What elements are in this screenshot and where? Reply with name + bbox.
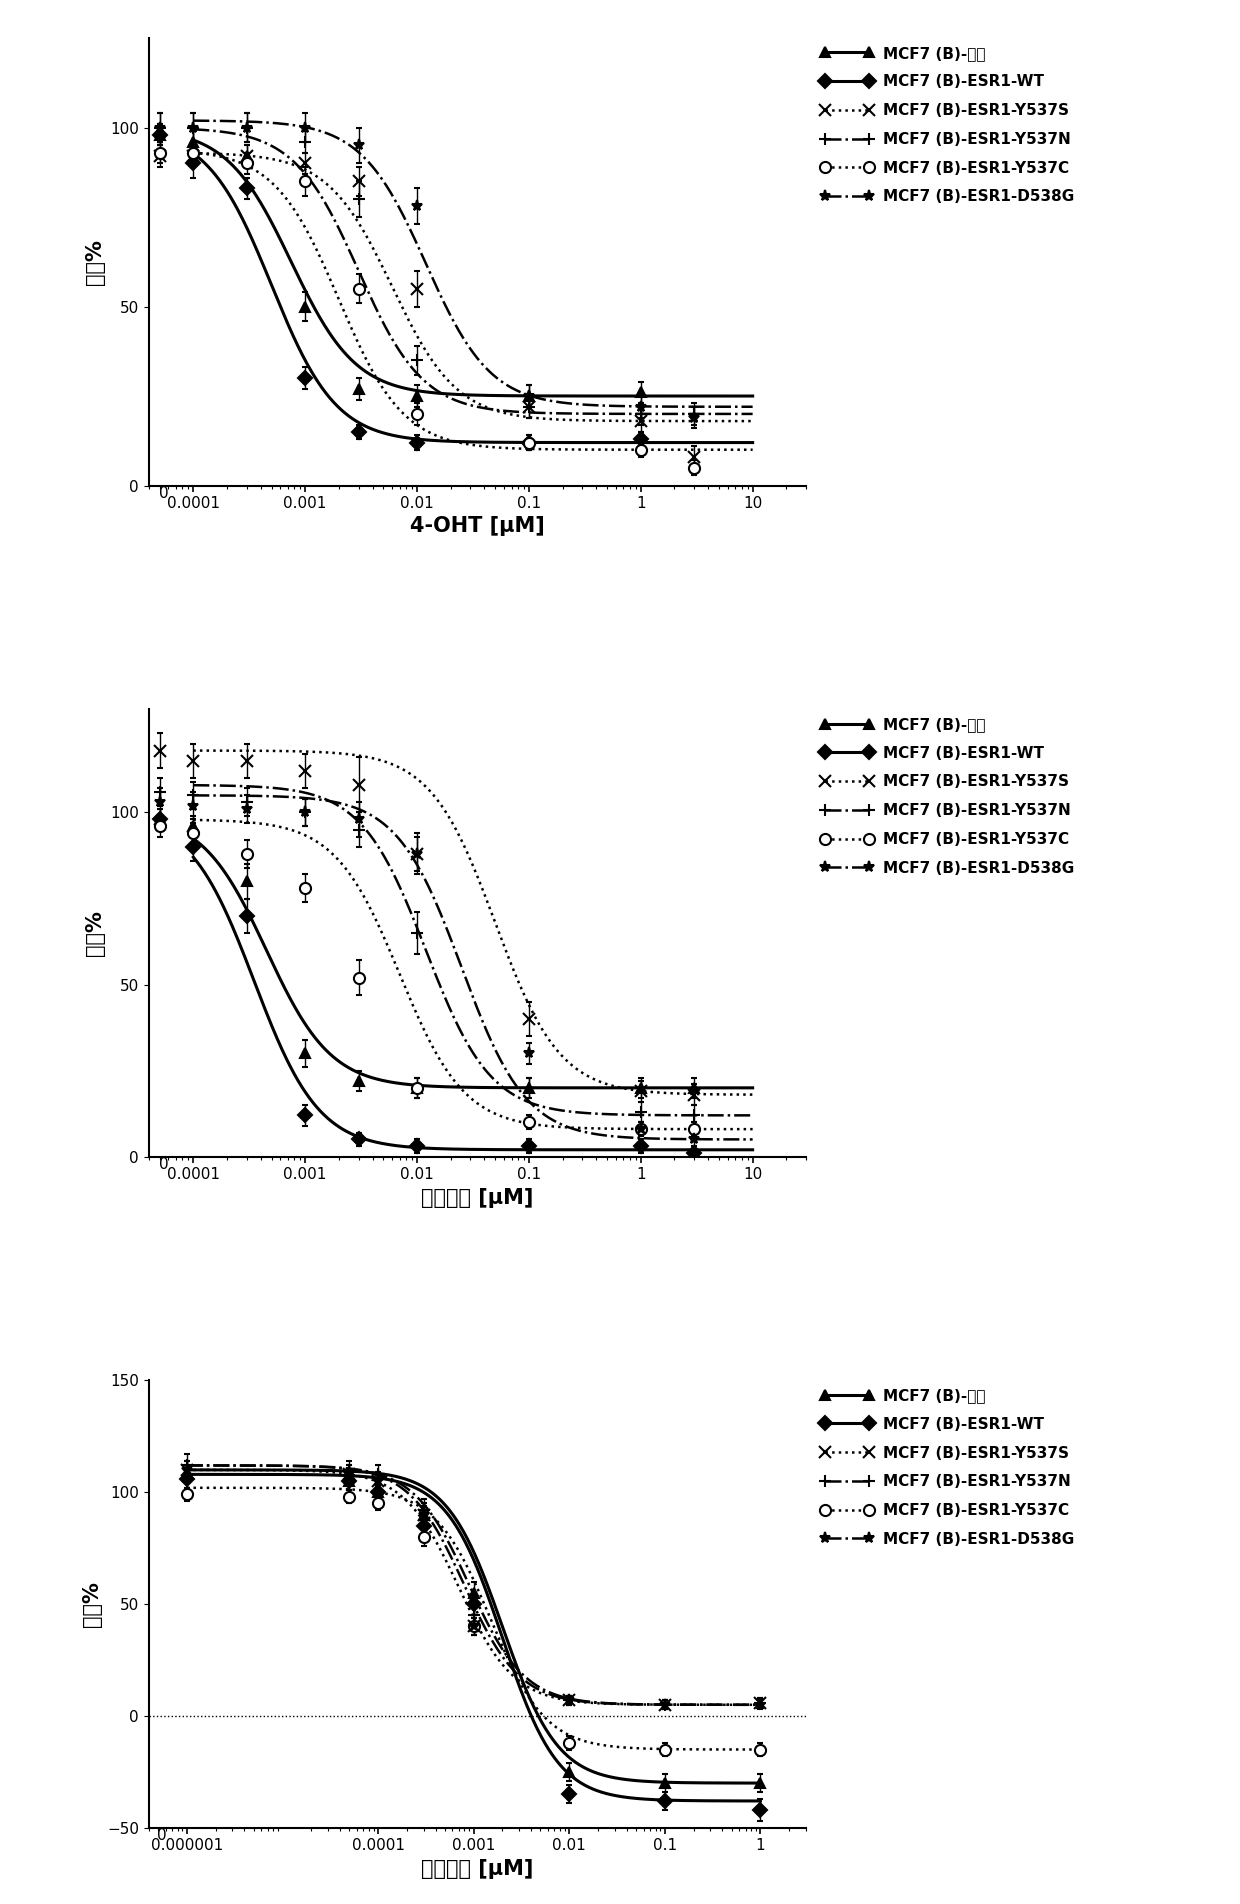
X-axis label: 雷洛普芬 [μM]: 雷洛普芬 [μM] (422, 1188, 533, 1207)
Text: 0: 0 (157, 1828, 167, 1843)
Legend: MCF7 (B)-载体, MCF7 (B)-ESR1-WT, MCF7 (B)-ESR1-Y537S, MCF7 (B)-ESR1-Y537N, MCF7 (B: MCF7 (B)-载体, MCF7 (B)-ESR1-WT, MCF7 (B)-… (820, 1388, 1074, 1546)
Legend: MCF7 (B)-载体, MCF7 (B)-ESR1-WT, MCF7 (B)-ESR1-Y537S, MCF7 (B)-ESR1-Y537N, MCF7 (B: MCF7 (B)-载体, MCF7 (B)-ESR1-WT, MCF7 (B)-… (820, 718, 1074, 876)
X-axis label: 4-OHT [μM]: 4-OHT [μM] (410, 516, 544, 537)
Legend: MCF7 (B)-载体, MCF7 (B)-ESR1-WT, MCF7 (B)-ESR1-Y537S, MCF7 (B)-ESR1-Y537N, MCF7 (B: MCF7 (B)-载体, MCF7 (B)-ESR1-WT, MCF7 (B)-… (820, 46, 1074, 204)
X-axis label: 氟维司群 [μM]: 氟维司群 [μM] (422, 1858, 533, 1879)
Y-axis label: 对照%: 对照% (84, 910, 104, 956)
Text: 0: 0 (160, 1156, 169, 1171)
Y-axis label: 对照%: 对照% (82, 1580, 102, 1628)
Text: 0: 0 (160, 486, 169, 501)
Y-axis label: 对照%: 对照% (84, 238, 104, 286)
